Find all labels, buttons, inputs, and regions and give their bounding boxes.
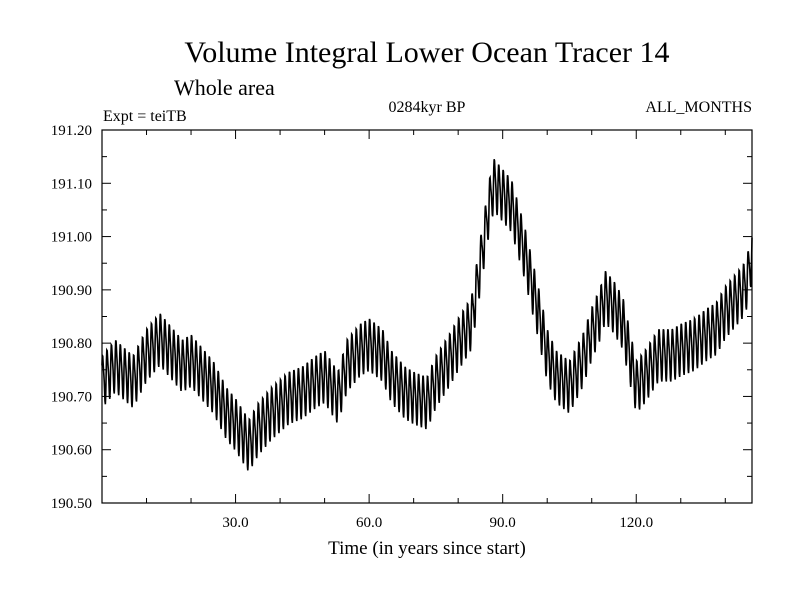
y-tick-label: 191.00 bbox=[51, 230, 92, 246]
chart-title: Volume Integral Lower Ocean Tracer 14 bbox=[184, 36, 669, 69]
x-axis-label: Time (in years since start) bbox=[328, 538, 526, 559]
data-series-line bbox=[101, 159, 753, 471]
y-tick-label: 190.60 bbox=[51, 443, 92, 459]
period-label: 0284kyr BP bbox=[389, 99, 466, 116]
plot-frame bbox=[101, 129, 753, 504]
x-tick-label: 60.0 bbox=[356, 515, 382, 531]
y-axis-ticks: 190.50 190.60 190.70 190.80 190.90 191.00 191.… bbox=[51, 123, 752, 512]
x-tick-label: 120.0 bbox=[619, 515, 653, 531]
experiment-label: Expt = teiTB bbox=[103, 108, 187, 125]
y-tick-label: 190.90 bbox=[51, 283, 92, 299]
y-tick-label: 191.20 bbox=[51, 123, 92, 139]
months-label: ALL_MONTHS bbox=[645, 99, 752, 116]
x-tick-label: 90.0 bbox=[490, 515, 516, 531]
y-tick-label: 190.70 bbox=[51, 389, 92, 405]
y-tick-label: 190.50 bbox=[51, 496, 92, 512]
x-tick-label: 30.0 bbox=[222, 515, 248, 531]
x-axis-ticks: 30.0 60.0 90.0 120.0 bbox=[146, 130, 726, 531]
y-tick-label: 190.80 bbox=[51, 336, 92, 352]
y-tick-label: 191.10 bbox=[51, 176, 92, 192]
chart-subtitle: Whole area bbox=[174, 75, 275, 100]
